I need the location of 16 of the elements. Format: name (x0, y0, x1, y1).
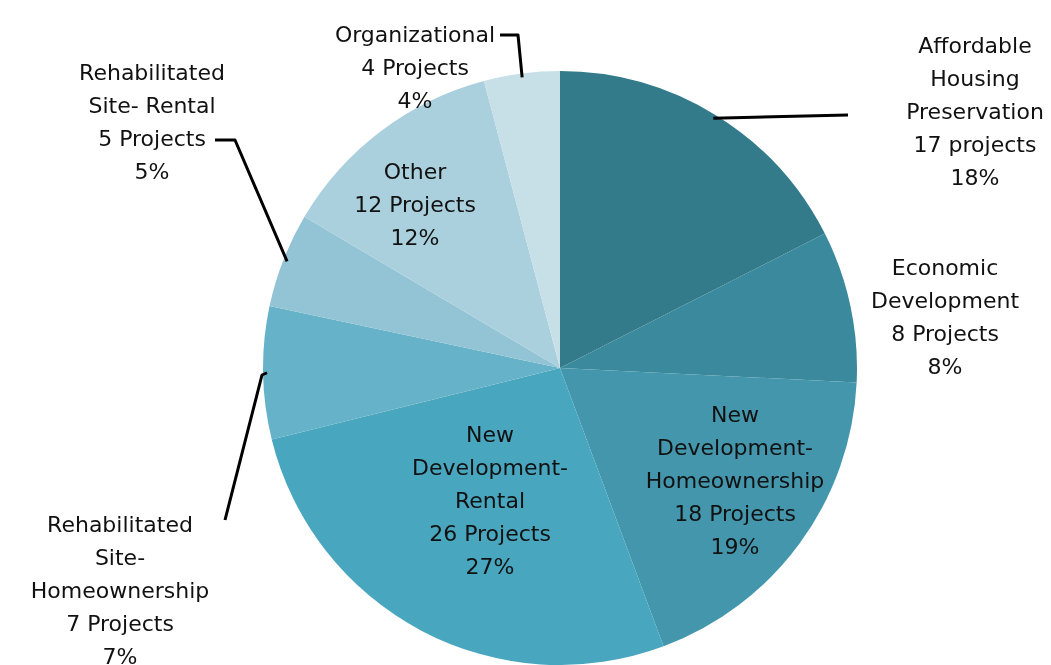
data-label: 26 Projects 27% (429, 520, 551, 579)
slice-label: Rehabilitated Site- Rental (79, 59, 225, 118)
data-label: 17 projects 18% (913, 131, 1037, 190)
data-label: 5 Projects 5% (98, 125, 206, 184)
slice-label: New Development-Rental (411, 421, 569, 513)
slice-label: Organizational (334, 21, 496, 47)
data-label: 18 Projects 19% (674, 500, 796, 559)
data-label: 7 Projects 7% (66, 610, 174, 665)
slice-label: New Development-Homeownership (645, 401, 825, 493)
slice-label: Economic Development (870, 254, 1020, 313)
slice-label: Rehabilitated Site-Homeownership (30, 511, 210, 603)
data-label: 4 Projects 4% (361, 54, 469, 113)
slice-label: Other (383, 158, 448, 184)
slice-label: Affordable Housing Preservation (906, 32, 1044, 124)
data-label: 8 Projects 8% (891, 320, 999, 379)
data-label: 12 Projects 12% (354, 191, 476, 250)
